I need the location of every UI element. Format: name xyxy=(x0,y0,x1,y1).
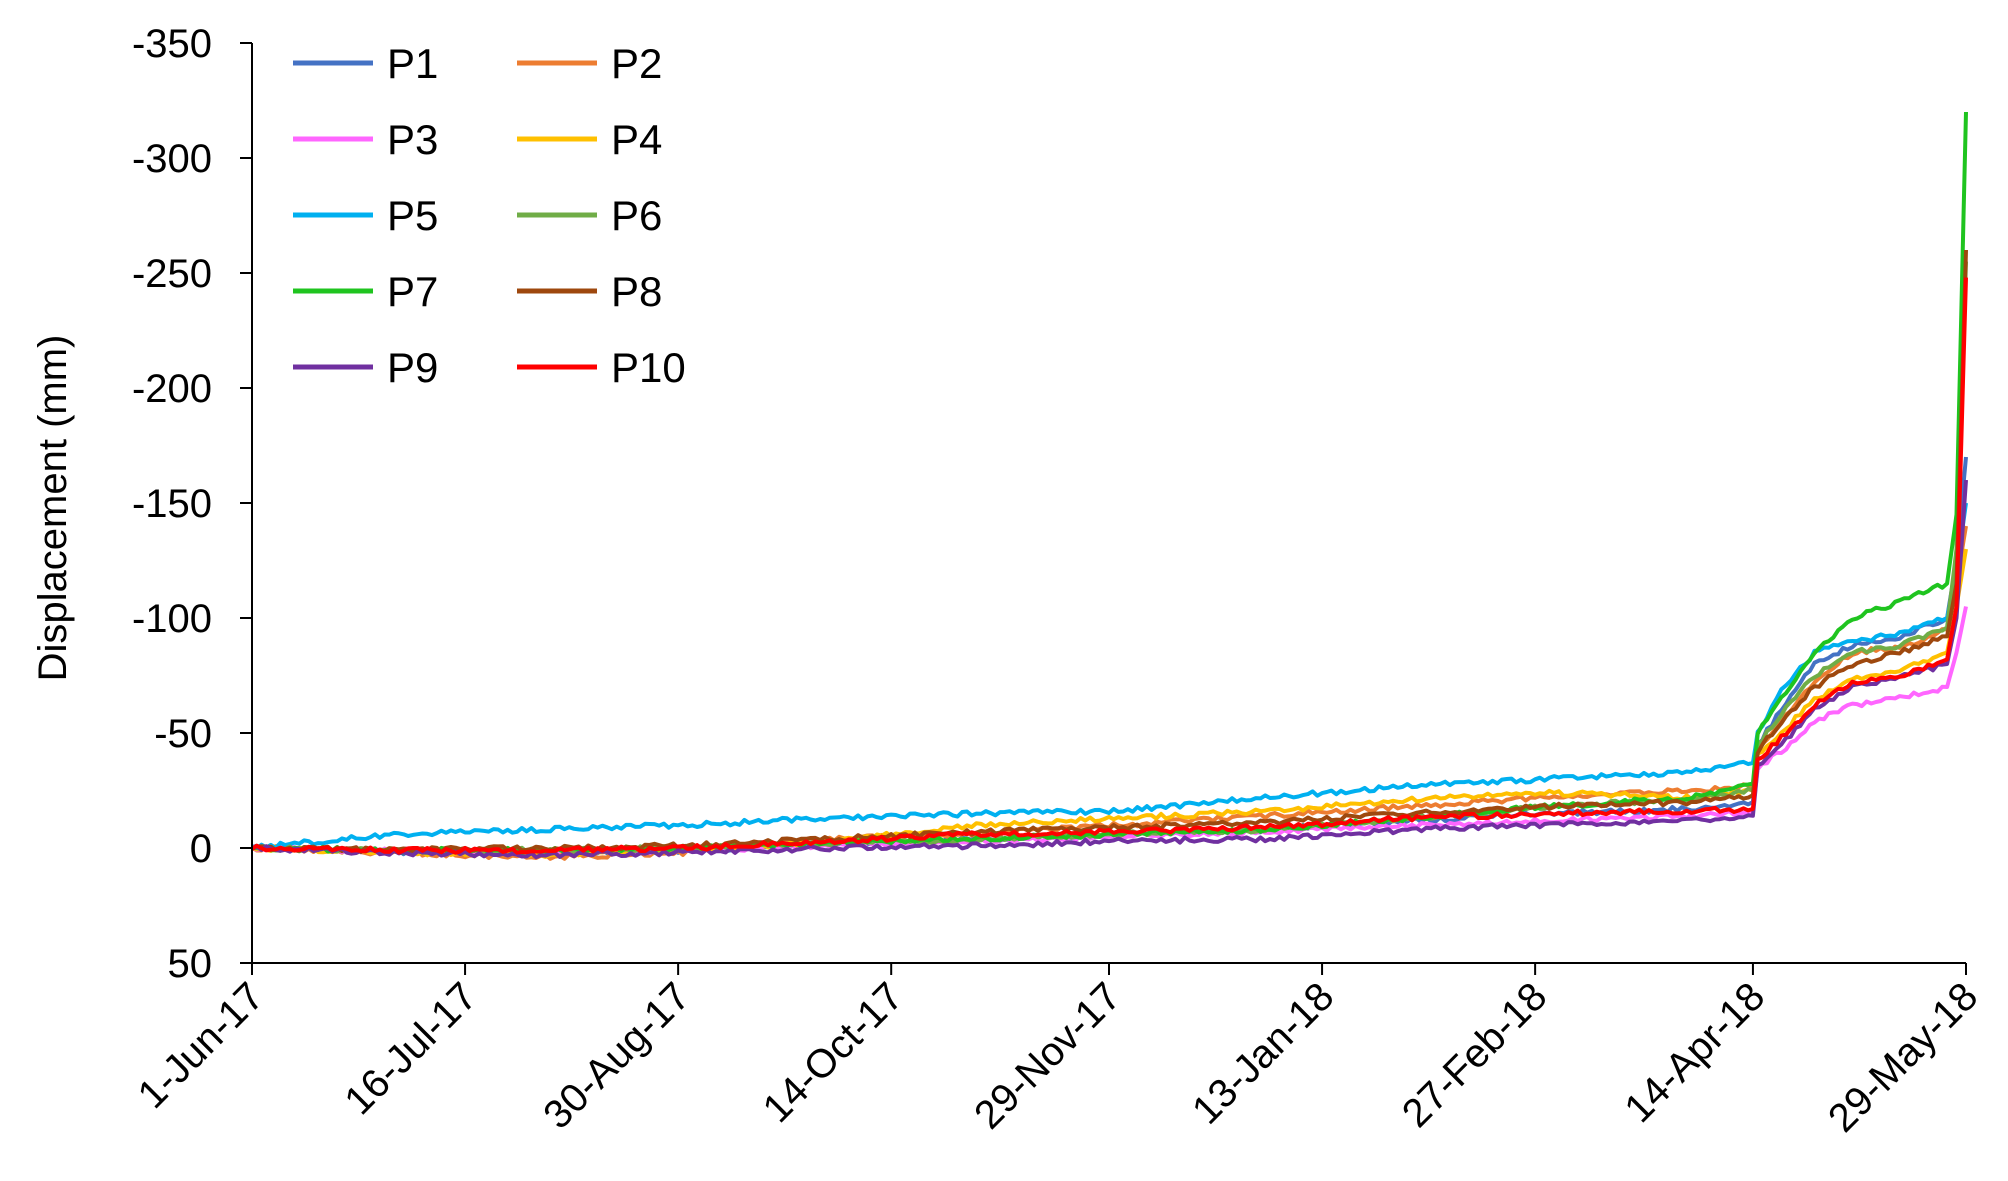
series-line-p6 xyxy=(251,261,1968,855)
y-axis-ticks: 50 0 -50 -100 -150 -200 -250 -300 -350 xyxy=(132,22,252,986)
series-line-p8 xyxy=(251,249,1968,855)
y-tick-label: -350 xyxy=(132,22,212,66)
series-line-p10 xyxy=(250,277,1968,855)
y-tick-label: -150 xyxy=(132,482,212,526)
series-line-p9 xyxy=(251,479,1968,860)
legend-label-p10: P10 xyxy=(611,344,686,391)
series-line-p5 xyxy=(251,502,1968,851)
x-tick-label: 30-Aug-17 xyxy=(535,974,698,1137)
legend-label-p2: P2 xyxy=(611,40,662,87)
y-tick-label: -100 xyxy=(132,597,212,641)
x-tick-label: 16-Jul-17 xyxy=(336,974,485,1123)
y-tick-label: -250 xyxy=(132,252,212,296)
legend-label-p1: P1 xyxy=(387,40,438,87)
y-tick-label: 50 xyxy=(168,942,213,986)
y-tick-label: 0 xyxy=(190,827,212,871)
legend-label-p5: P5 xyxy=(387,192,438,239)
x-axis-ticks: 1-Jun-17 16-Jul-17 30-Aug-17 14-Oct-17 29-No… xyxy=(130,963,1986,1141)
x-tick-label: 14-Apr-18 xyxy=(1616,974,1773,1131)
x-tick-label: 1-Jun-17 xyxy=(130,974,273,1117)
y-tick-label: -200 xyxy=(132,367,212,411)
legend: P1 P2 P3 P4 P5 P6 P7 P8 P9 P10 xyxy=(293,40,686,391)
x-tick-label: 29-May-18 xyxy=(1820,974,1986,1140)
x-tick-label: 13-Jan-18 xyxy=(1184,974,1342,1132)
legend-label-p6: P6 xyxy=(611,192,662,239)
y-axis-title: Displacement (mm) xyxy=(31,335,75,682)
plot-area xyxy=(250,111,1968,861)
legend-label-p8: P8 xyxy=(611,268,662,315)
y-tick-label: -300 xyxy=(132,137,212,181)
legend-label-p7: P7 xyxy=(387,268,438,315)
x-tick-label: 29-Nov-17 xyxy=(966,974,1129,1137)
series-line-p7 xyxy=(251,111,1968,855)
x-tick-label: 27-Feb-18 xyxy=(1394,974,1556,1136)
y-tick-label: -50 xyxy=(154,712,212,756)
legend-label-p3: P3 xyxy=(387,116,438,163)
x-tick-label: 14-Oct-17 xyxy=(755,974,912,1131)
legend-label-p9: P9 xyxy=(387,344,438,391)
legend-label-p4: P4 xyxy=(611,116,662,163)
